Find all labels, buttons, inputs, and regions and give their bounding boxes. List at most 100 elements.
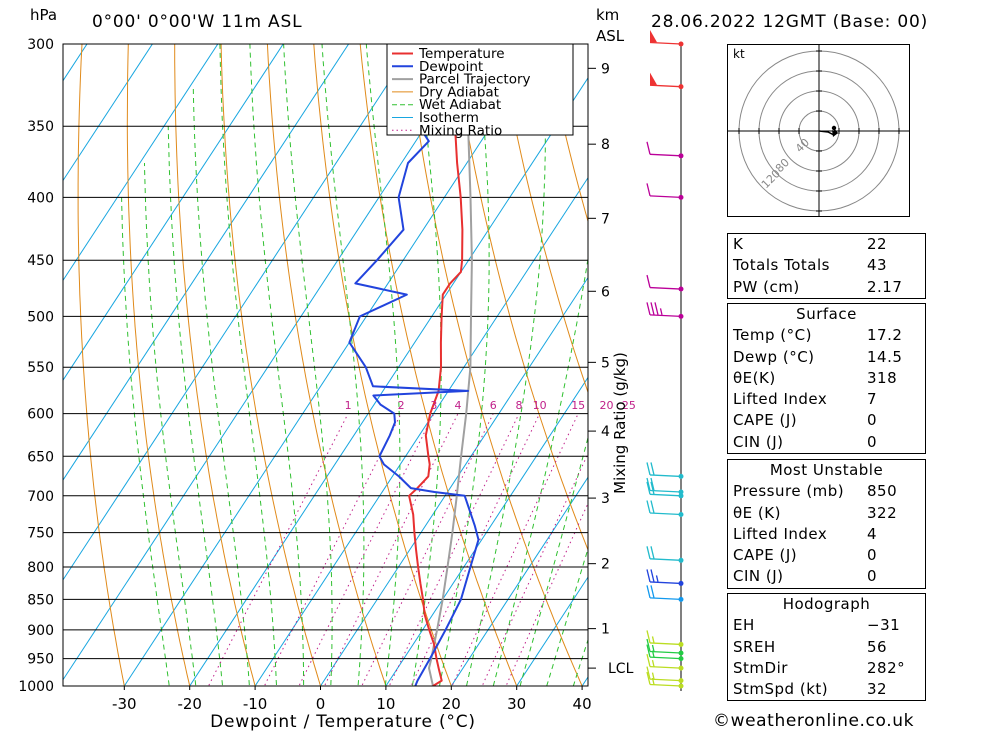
x-tick-label: -10: [243, 695, 268, 713]
isotherm-line: [385, 376, 588, 686]
isotherm-line: [189, 76, 588, 686]
wind-barb-shaft: [649, 665, 682, 669]
wet-adiabat-line: [546, 546, 588, 686]
wind-barb-half-feather: [651, 644, 655, 652]
wet-adiabat-line: [438, 44, 490, 686]
height-tick-label: 8: [601, 137, 610, 153]
legend-label: Wet Adiabat: [419, 97, 501, 113]
wind-barb: [646, 477, 684, 495]
copyright-footer[interactable]: ©weatheronline.co.uk: [713, 711, 915, 731]
plot-frame: [62, 43, 589, 687]
wind-barb-half-feather: [659, 308, 663, 316]
pressure-tick-label: 350: [27, 119, 54, 135]
mixing-ratio-line: [451, 413, 579, 686]
legend-label: Parcel Trajectory: [419, 72, 531, 88]
wind-barb-shaft: [649, 558, 682, 561]
surface-row: CAPE (J) 0: [733, 411, 878, 430]
wind-barb-half-feather: [651, 636, 655, 644]
wind-barb-shaft: [649, 650, 682, 654]
wind-barb-feather: [650, 462, 655, 476]
hodograph-storm-arrow: [832, 130, 838, 137]
height-tick-label: 3: [601, 491, 610, 507]
mixing-ratio-line: [481, 452, 588, 686]
mixing-ratio-label: 8: [516, 399, 523, 412]
surface-title: Surface: [796, 305, 857, 323]
mixing-ratio-label: 20: [600, 399, 614, 412]
height-tick-label: 9: [601, 61, 610, 77]
wind-barb-feather: [646, 569, 651, 583]
wind-barb-feather: [650, 481, 655, 495]
x-tick-label: 30: [507, 695, 526, 713]
dry-adiabat-line: [969, 0, 1000, 712]
wind-barb-shaft: [649, 678, 682, 682]
hodograph-unit: kt: [733, 47, 745, 61]
wind-barb-feather: [646, 671, 651, 685]
wind-barb-shaft: [649, 474, 682, 478]
wind-barb-feather: [650, 500, 655, 514]
wind-barb-feather: [654, 302, 659, 316]
pressure-tick-label: 700: [27, 489, 54, 505]
wind-barb-feather: [650, 546, 655, 559]
datetime-title: 28.06.2022 12GMT (Base: 00): [651, 12, 929, 32]
wind-barb-shaft: [649, 656, 682, 660]
wind-barb-feather: [646, 666, 651, 680]
wind-barb-feather: [650, 477, 655, 491]
wind-barb: [646, 302, 684, 319]
hodo-row: StmDir 282°: [733, 658, 906, 677]
wind-barb: [646, 546, 684, 563]
most-unstable-title: Most Unstable: [769, 461, 884, 479]
index-row-pw: PW (cm) 2.17: [733, 277, 903, 296]
wind-barb: [646, 644, 684, 662]
hodograph-panel: kt 40 80 120: [727, 44, 910, 217]
legend-label: Mixing Ratio: [419, 123, 502, 139]
mixing-ratio-label: 4: [455, 399, 462, 412]
wind-barb-shaft: [649, 153, 682, 157]
wind-barb-shaft: [649, 581, 682, 585]
wind-barb: [646, 462, 684, 479]
wind-barb: [646, 638, 684, 656]
wind-barb-feather: [646, 653, 651, 667]
wind-barb-feather: [646, 141, 651, 155]
x-tick-label: 20: [442, 695, 461, 713]
temperature-profile: [408, 44, 464, 686]
mu-row: Pressure (mb) 850: [733, 482, 898, 501]
wind-barb-shaft: [649, 493, 682, 497]
wind-barb: [646, 183, 684, 200]
wind-barb-pennant: [650, 72, 657, 86]
wind-barb-shaft: [649, 642, 682, 646]
mixing-ratio-line: [410, 413, 541, 686]
dry-adiabat-line: [174, 44, 256, 686]
hodograph-storm-dot: [831, 125, 837, 131]
pressure-tick-label: 950: [27, 652, 54, 668]
dry-adiabat-line: [220, 44, 322, 686]
hodograph-table: Hodograph EH −31 SREH 56 StmDir 282° StmSpd…: [727, 593, 926, 702]
pressure-tick-label: 500: [27, 309, 54, 325]
surface-table: Surface Temp (°C) 17.2 Dewp (°C) 14.5 θE(K…: [727, 303, 926, 455]
pressure-tick-label: 300: [27, 37, 54, 53]
mixing-ratio-line: [505, 502, 588, 686]
wind-barb-feather: [650, 302, 655, 316]
wind-barb: [646, 653, 684, 671]
x-tick-label: 0: [316, 695, 326, 713]
isotherm-line: [0, 0, 20, 712]
height-tick-label: 2: [601, 557, 610, 573]
wind-barb-feather: [650, 585, 655, 598]
isotherm-line: [63, 44, 88, 82]
wind-barb-feather: [646, 644, 651, 658]
mixing-ratio-line: [207, 413, 349, 686]
legend-label: Isotherm: [419, 110, 479, 126]
x-tick-label: 40: [573, 695, 592, 713]
dry-adiabat-line: [126, 44, 191, 686]
isotherm-line: [450, 476, 588, 686]
hodo-row: EH −31: [733, 616, 901, 635]
dewpoint-profile: [348, 44, 493, 686]
isotherm-line: [254, 176, 588, 686]
pressure-tick-label: 800: [27, 560, 54, 576]
pressure-tick-label: 450: [27, 253, 54, 269]
wind-barb-feather: [646, 274, 651, 288]
wet-adiabat-line: [283, 44, 333, 686]
most-unstable-table: Most Unstable Pressure (mb) 850 θE (K) 322…: [727, 459, 926, 589]
pressure-tick-label: 650: [27, 449, 54, 465]
wind-barb: [646, 666, 684, 684]
wind-profile: [646, 30, 684, 691]
